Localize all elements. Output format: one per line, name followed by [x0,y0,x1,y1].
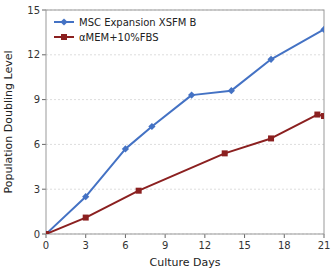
series-point [82,193,89,200]
y-tick [42,10,46,11]
series-point [314,112,320,118]
series-point [83,215,89,221]
x-tick-label: 15 [238,240,251,251]
x-tick [324,234,325,238]
y-tick [42,54,46,55]
y-tick-label: 12 [27,49,40,60]
x-tick [85,234,86,238]
legend-label: αMEM+10%FBS [79,32,159,43]
x-axis-label: Culture Days [150,256,221,269]
y-tick [42,144,46,145]
chart: 0 3 6 9 12 15 0 3 6 9 12 15 18 21 Culture Days Populati… [0,0,336,272]
x-tick-label: 3 [83,240,89,251]
x-tick-label: 0 [43,240,49,251]
x-tick [165,234,166,238]
series-point [148,123,155,130]
series-point [122,145,129,152]
x-tick-label: 21 [318,240,331,251]
series-group [46,26,324,234]
y-grid-line [46,144,324,145]
y-tick-label: 15 [27,5,40,16]
series-point [321,113,324,119]
legend-label: MSC Expansion XSFM B [79,17,197,28]
chart-container: 0 3 6 9 12 15 0 3 6 9 12 15 18 21 Culture Days Populati… [0,0,336,272]
series-line [46,29,324,234]
x-tick [46,234,47,238]
series-point [46,231,49,234]
x-tick-label: 9 [162,240,168,251]
y-axis-label: Population Doubling Level [2,50,15,193]
series-point [320,26,324,33]
y-grid-line [46,54,324,55]
y-tick [42,234,46,235]
y-tick [42,99,46,100]
x-tick-label: 6 [122,240,128,251]
y-grid-line [46,189,324,190]
x-tick [244,234,245,238]
series-point [188,92,195,99]
series-point [222,150,228,156]
series-point [228,87,235,94]
x-tick [125,234,126,238]
y-tick-label: 0 [34,229,40,240]
y-tick-label: 3 [34,184,40,195]
x-tick-label: 12 [198,240,211,251]
x-tick [204,234,205,238]
y-tick [42,189,46,190]
y-tick-label: 6 [34,139,40,150]
series-line [46,115,324,234]
plot-frame [46,10,324,234]
y-tick-label: 9 [34,94,40,105]
legend-marker [60,18,67,25]
series-point [136,188,142,194]
x-tick-label: 18 [278,240,291,251]
series-point [267,56,274,63]
series-point [268,135,274,141]
legend: MSC Expansion XSFM B αMEM+10%FBS [54,17,197,43]
legend-marker [61,34,67,40]
x-tick [284,234,285,238]
